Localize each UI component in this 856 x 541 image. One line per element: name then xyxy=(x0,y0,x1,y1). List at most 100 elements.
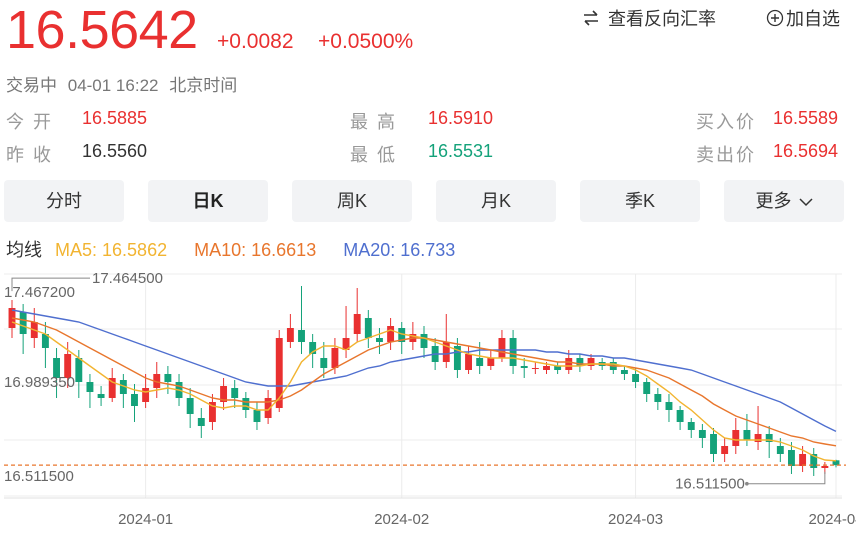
candle-body xyxy=(799,454,807,466)
prev-close-label: 昨收 xyxy=(6,145,60,165)
kline-chart[interactable]: 17.467200 16.989350 16.511500 17.464500 16.5… xyxy=(0,268,856,541)
candle-body xyxy=(364,318,372,338)
candle-body xyxy=(676,410,684,422)
candle-body xyxy=(53,358,60,378)
tab-more-label: 更多 xyxy=(755,191,792,211)
plus-circle-icon xyxy=(766,9,784,27)
max-annotation-label: 17.464500 xyxy=(92,270,163,287)
add-favorite-label: 加自选 xyxy=(786,9,840,29)
candle-body xyxy=(776,446,784,454)
high-value: 16.5910 xyxy=(428,108,494,128)
candle-body xyxy=(665,402,673,410)
current-price: 16.5642 xyxy=(6,0,198,60)
candle-body xyxy=(587,358,595,366)
candle-body xyxy=(264,398,272,418)
candle-body xyxy=(810,454,818,468)
candle-body xyxy=(131,394,138,406)
price-change: +0.0082 xyxy=(217,30,294,53)
x-axis-label: 2024-04 xyxy=(808,511,856,528)
period-tabs: 分时 日K 周K 月K 季K 更多 xyxy=(4,180,850,222)
candle-body xyxy=(242,398,250,410)
swap-icon xyxy=(584,10,598,26)
y-axis-label: 17.467200 xyxy=(4,284,75,301)
candle-body xyxy=(732,430,740,446)
candle-body xyxy=(164,374,172,382)
price-change-percent: +0.0500% xyxy=(318,30,414,53)
reverse-rate-button[interactable]: 查看反向汇率 xyxy=(582,5,716,31)
candle-body xyxy=(788,450,795,466)
candle-body xyxy=(41,334,49,348)
legend-title: 均线 xyxy=(6,240,42,260)
candle-body xyxy=(576,358,584,366)
candle-body xyxy=(632,374,640,382)
legend-ma5: MA5: 16.5862 xyxy=(55,240,168,260)
candle-body xyxy=(108,378,116,398)
legend-ma10: MA10: 16.6613 xyxy=(194,240,317,260)
candle-body xyxy=(442,342,450,362)
y-axis-label: 16.511500 xyxy=(4,468,74,485)
tab-weekly-k[interactable]: 周K xyxy=(292,180,412,222)
candle-body xyxy=(286,328,294,342)
candle-body xyxy=(420,334,428,348)
open-label: 今开 xyxy=(6,112,60,132)
tab-intraday[interactable]: 分时 xyxy=(4,180,124,222)
candle-body xyxy=(231,388,239,398)
candle-body xyxy=(86,382,94,392)
chevron-down-icon xyxy=(798,198,813,207)
bid-label: 买入价 xyxy=(696,112,756,132)
candle-body xyxy=(476,358,484,366)
candle-body xyxy=(698,430,706,438)
ask-value: 16.5694 xyxy=(773,141,839,161)
candle-body xyxy=(765,434,773,442)
candle-body xyxy=(554,366,562,370)
candle-body xyxy=(331,348,339,368)
low-value: 16.5531 xyxy=(428,141,494,161)
tab-daily-k[interactable]: 日K xyxy=(148,180,268,222)
candle-body xyxy=(253,410,261,422)
tab-monthly-k[interactable]: 月K xyxy=(436,180,556,222)
candle-body xyxy=(543,366,550,370)
candle-body xyxy=(387,326,395,342)
min-annotation-label: 16.511500 xyxy=(675,476,745,493)
candle-body xyxy=(620,370,628,374)
min-annotation-dot xyxy=(745,481,749,486)
status-datetime: 04-01 16:22 xyxy=(67,76,159,95)
candle-body xyxy=(342,338,350,350)
candle-body xyxy=(153,374,161,388)
candle-body xyxy=(220,386,228,402)
candle-body xyxy=(75,358,83,382)
candle-body xyxy=(309,342,317,354)
tab-more[interactable]: 更多 xyxy=(724,180,844,222)
candle-body xyxy=(453,346,461,370)
add-favorite-button[interactable]: 加自选 xyxy=(766,5,840,31)
candle-body xyxy=(208,402,216,422)
candle-body xyxy=(487,358,495,366)
reverse-rate-label: 查看反向汇率 xyxy=(608,9,716,29)
bid-value: 16.5589 xyxy=(773,108,839,128)
candle-body xyxy=(710,434,717,454)
x-axis-label: 2024-01 xyxy=(118,511,173,528)
high-label: 最高 xyxy=(350,112,404,132)
candle-body xyxy=(142,388,150,402)
candle-body xyxy=(298,330,305,342)
candle-body xyxy=(353,314,361,334)
max-annotation-line xyxy=(11,277,90,292)
prev-close-value: 16.5560 xyxy=(82,141,148,161)
candle-body xyxy=(97,394,105,398)
min-annotation-line xyxy=(746,471,826,485)
candle-body xyxy=(376,338,383,342)
candle-body xyxy=(465,354,472,370)
ma5-line xyxy=(11,321,837,462)
trade-status: 交易中 04-01 16:22 北京时间 xyxy=(6,71,237,96)
candle-body xyxy=(832,460,840,466)
ma-legend: 均线 MA5: 16.5862 MA10: 16.6613 MA20: 16.7… xyxy=(6,236,455,262)
candle-body xyxy=(119,380,127,394)
open-value: 16.5885 xyxy=(82,108,148,128)
candle-body xyxy=(687,422,695,430)
candle-body xyxy=(743,430,751,440)
x-axis-label: 2024-02 xyxy=(374,511,429,528)
tab-quarterly-k[interactable]: 季K xyxy=(580,180,700,222)
candle-body xyxy=(654,394,662,402)
candle-body xyxy=(643,382,651,394)
candle-body xyxy=(64,354,72,378)
